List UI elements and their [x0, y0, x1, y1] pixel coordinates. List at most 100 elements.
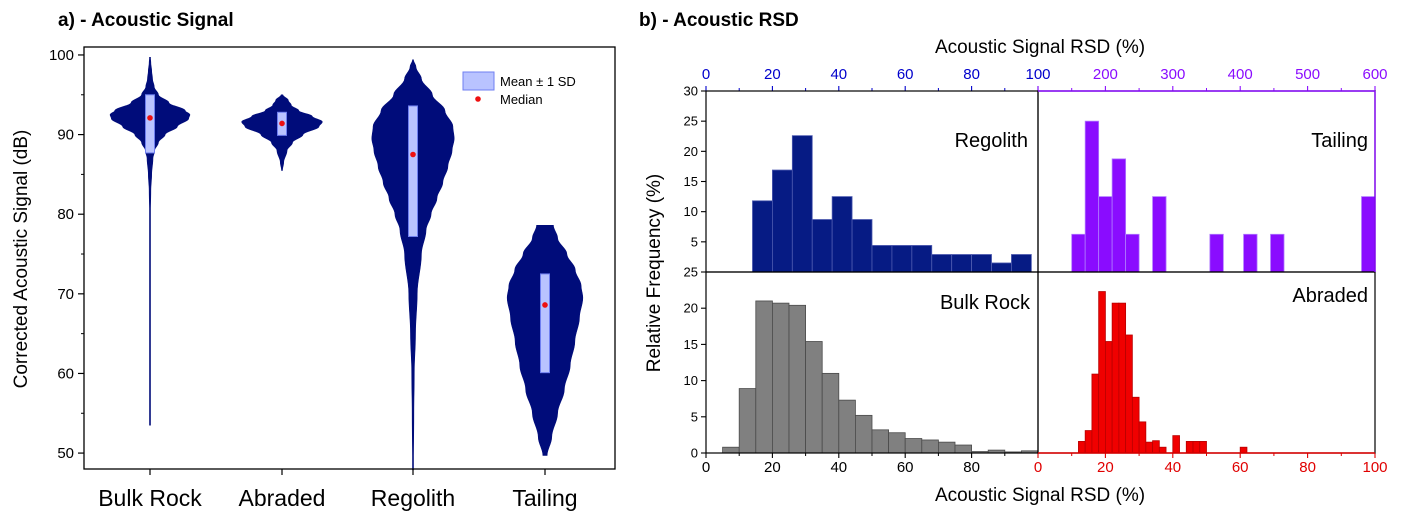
y-tick-label: 70 [57, 286, 74, 303]
median-marker-abraded [279, 120, 285, 127]
bar-regolith [831, 196, 853, 273]
bar-tailing [1361, 196, 1376, 273]
bar-bulk-rock [954, 444, 973, 454]
y-tick-label: 90 [57, 127, 74, 144]
x-tick-label: 0 [702, 66, 710, 83]
x-tick-label: 80 [963, 66, 980, 83]
legend-sd-label: Mean ± 1 SD [500, 74, 576, 89]
top-x-axis-label: Acoustic Signal RSD (%) [935, 37, 1145, 58]
bar-abraded [1118, 302, 1127, 454]
bar-bulk-rock [838, 399, 856, 454]
bar-regolith [811, 219, 833, 273]
bar-tailing [1152, 196, 1167, 273]
bar-tailing [1270, 233, 1285, 273]
x-category-label: Regolith [371, 485, 455, 511]
median-marker-regolith [410, 151, 416, 158]
x-tick-label: 500 [1295, 66, 1320, 83]
x-tick-label: 0 [702, 459, 710, 476]
x-axis-category-labels: Bulk Rock Abraded Regolith Tailing [98, 485, 577, 511]
x-category-label: Abraded [239, 485, 326, 511]
y-tick-label: 25 [684, 265, 698, 280]
bar-tailing [1084, 120, 1100, 273]
bar-abraded [1098, 291, 1106, 454]
x-tick-label: 60 [897, 459, 914, 476]
legend: Mean ± 1 SD Median [462, 71, 576, 107]
bar-bulk-rock [938, 441, 956, 454]
y-tick-label: 30 [684, 84, 698, 99]
bar-bulk-rock [755, 300, 773, 454]
y-tick-label: 20 [684, 301, 698, 316]
bar-tailing [1071, 233, 1086, 273]
y-tick-label: 80 [57, 206, 74, 223]
x-tick-label: 0 [1034, 459, 1042, 476]
y-tick-label: 20 [684, 144, 698, 159]
bar-abraded [1111, 302, 1120, 454]
sd-box-regolith [408, 105, 418, 238]
x-tick-label: 400 [1228, 66, 1253, 83]
bar-bulk-rock [738, 388, 757, 454]
bar-regolith [951, 254, 972, 273]
bottom-x-axis-label: Acoustic Signal RSD (%) [935, 485, 1145, 506]
bar-bulk-rock [871, 429, 890, 454]
bar-bulk-rock [921, 439, 939, 454]
bar-abraded [1138, 421, 1147, 454]
y-tick-label: 25 [684, 114, 698, 129]
y-tick-label: 15 [684, 174, 698, 189]
y-tick-label: 0 [691, 446, 698, 461]
bar-abraded [1152, 440, 1160, 454]
histogram-panel-labels: Regolith Tailing Bulk Rock Abraded [940, 130, 1368, 314]
bar-abraded [1131, 396, 1140, 454]
y-tick-label: 100 [49, 47, 74, 64]
bar-abraded [1192, 441, 1201, 454]
bar-abraded [1091, 373, 1100, 454]
x-tick-label: 100 [1025, 66, 1050, 83]
bar-regolith [1011, 254, 1032, 273]
bar-bulk-rock [821, 372, 840, 454]
x-tick-label: 80 [1299, 459, 1316, 476]
bar-abraded [1239, 446, 1248, 454]
y-tick-label: 50 [57, 445, 74, 462]
histogram-y-axis-label: Relative Frequency (%) [644, 174, 665, 373]
panel-b-title: b) - Acoustic RSD [639, 10, 799, 31]
x-tick-label: 20 [764, 459, 781, 476]
y-tick-label: 15 [684, 337, 698, 352]
bar-tailing [1243, 233, 1258, 273]
legend-median-marker [475, 96, 481, 102]
panel-a-title: a) - Acoustic Signal [58, 10, 234, 31]
x-tick-label: 60 [897, 66, 914, 83]
y-tick-label: 5 [691, 409, 698, 424]
plot-frame [83, 46, 616, 470]
bar-bulk-rock [855, 414, 873, 454]
x-category-label: Bulk Rock [98, 485, 202, 511]
bar-tailing [1209, 233, 1224, 273]
violin-plot: 50 60 70 80 90 100 Bulk Rock Abraded Regolith Ta… [11, 46, 616, 511]
bar-abraded [1158, 446, 1167, 454]
y-axis-ticks: 50 60 70 80 90 100 [49, 47, 546, 475]
x-tick-label: 80 [963, 459, 980, 476]
legend-median-label: Median [500, 92, 543, 107]
bar-abraded [1145, 441, 1153, 454]
bar-abraded [1084, 430, 1093, 454]
bar-bulk-rock [805, 341, 823, 454]
panel-label-bulk-rock: Bulk Rock [940, 292, 1031, 314]
y-tick-label: 10 [684, 204, 698, 219]
bar-bulk-rock [722, 446, 740, 454]
bar-bulk-rock [888, 432, 906, 454]
y-axis-label: Corrected Acoustic Signal (dB) [11, 130, 32, 389]
bar-regolith [752, 200, 773, 273]
sd-box-bulk-rock [145, 94, 155, 154]
bar-regolith [851, 219, 873, 273]
bar-abraded [1185, 441, 1194, 454]
histogram-bars [722, 120, 1376, 454]
x-tick-label: 40 [1164, 459, 1181, 476]
bar-bulk-rock [788, 304, 807, 454]
bar-regolith [971, 254, 992, 273]
x-tick-label: 300 [1160, 66, 1185, 83]
panel-label-regolith: Regolith [955, 130, 1028, 152]
bar-regolith [991, 262, 1012, 273]
x-tick-label: 20 [764, 66, 781, 83]
legend-sd-swatch [462, 71, 495, 91]
